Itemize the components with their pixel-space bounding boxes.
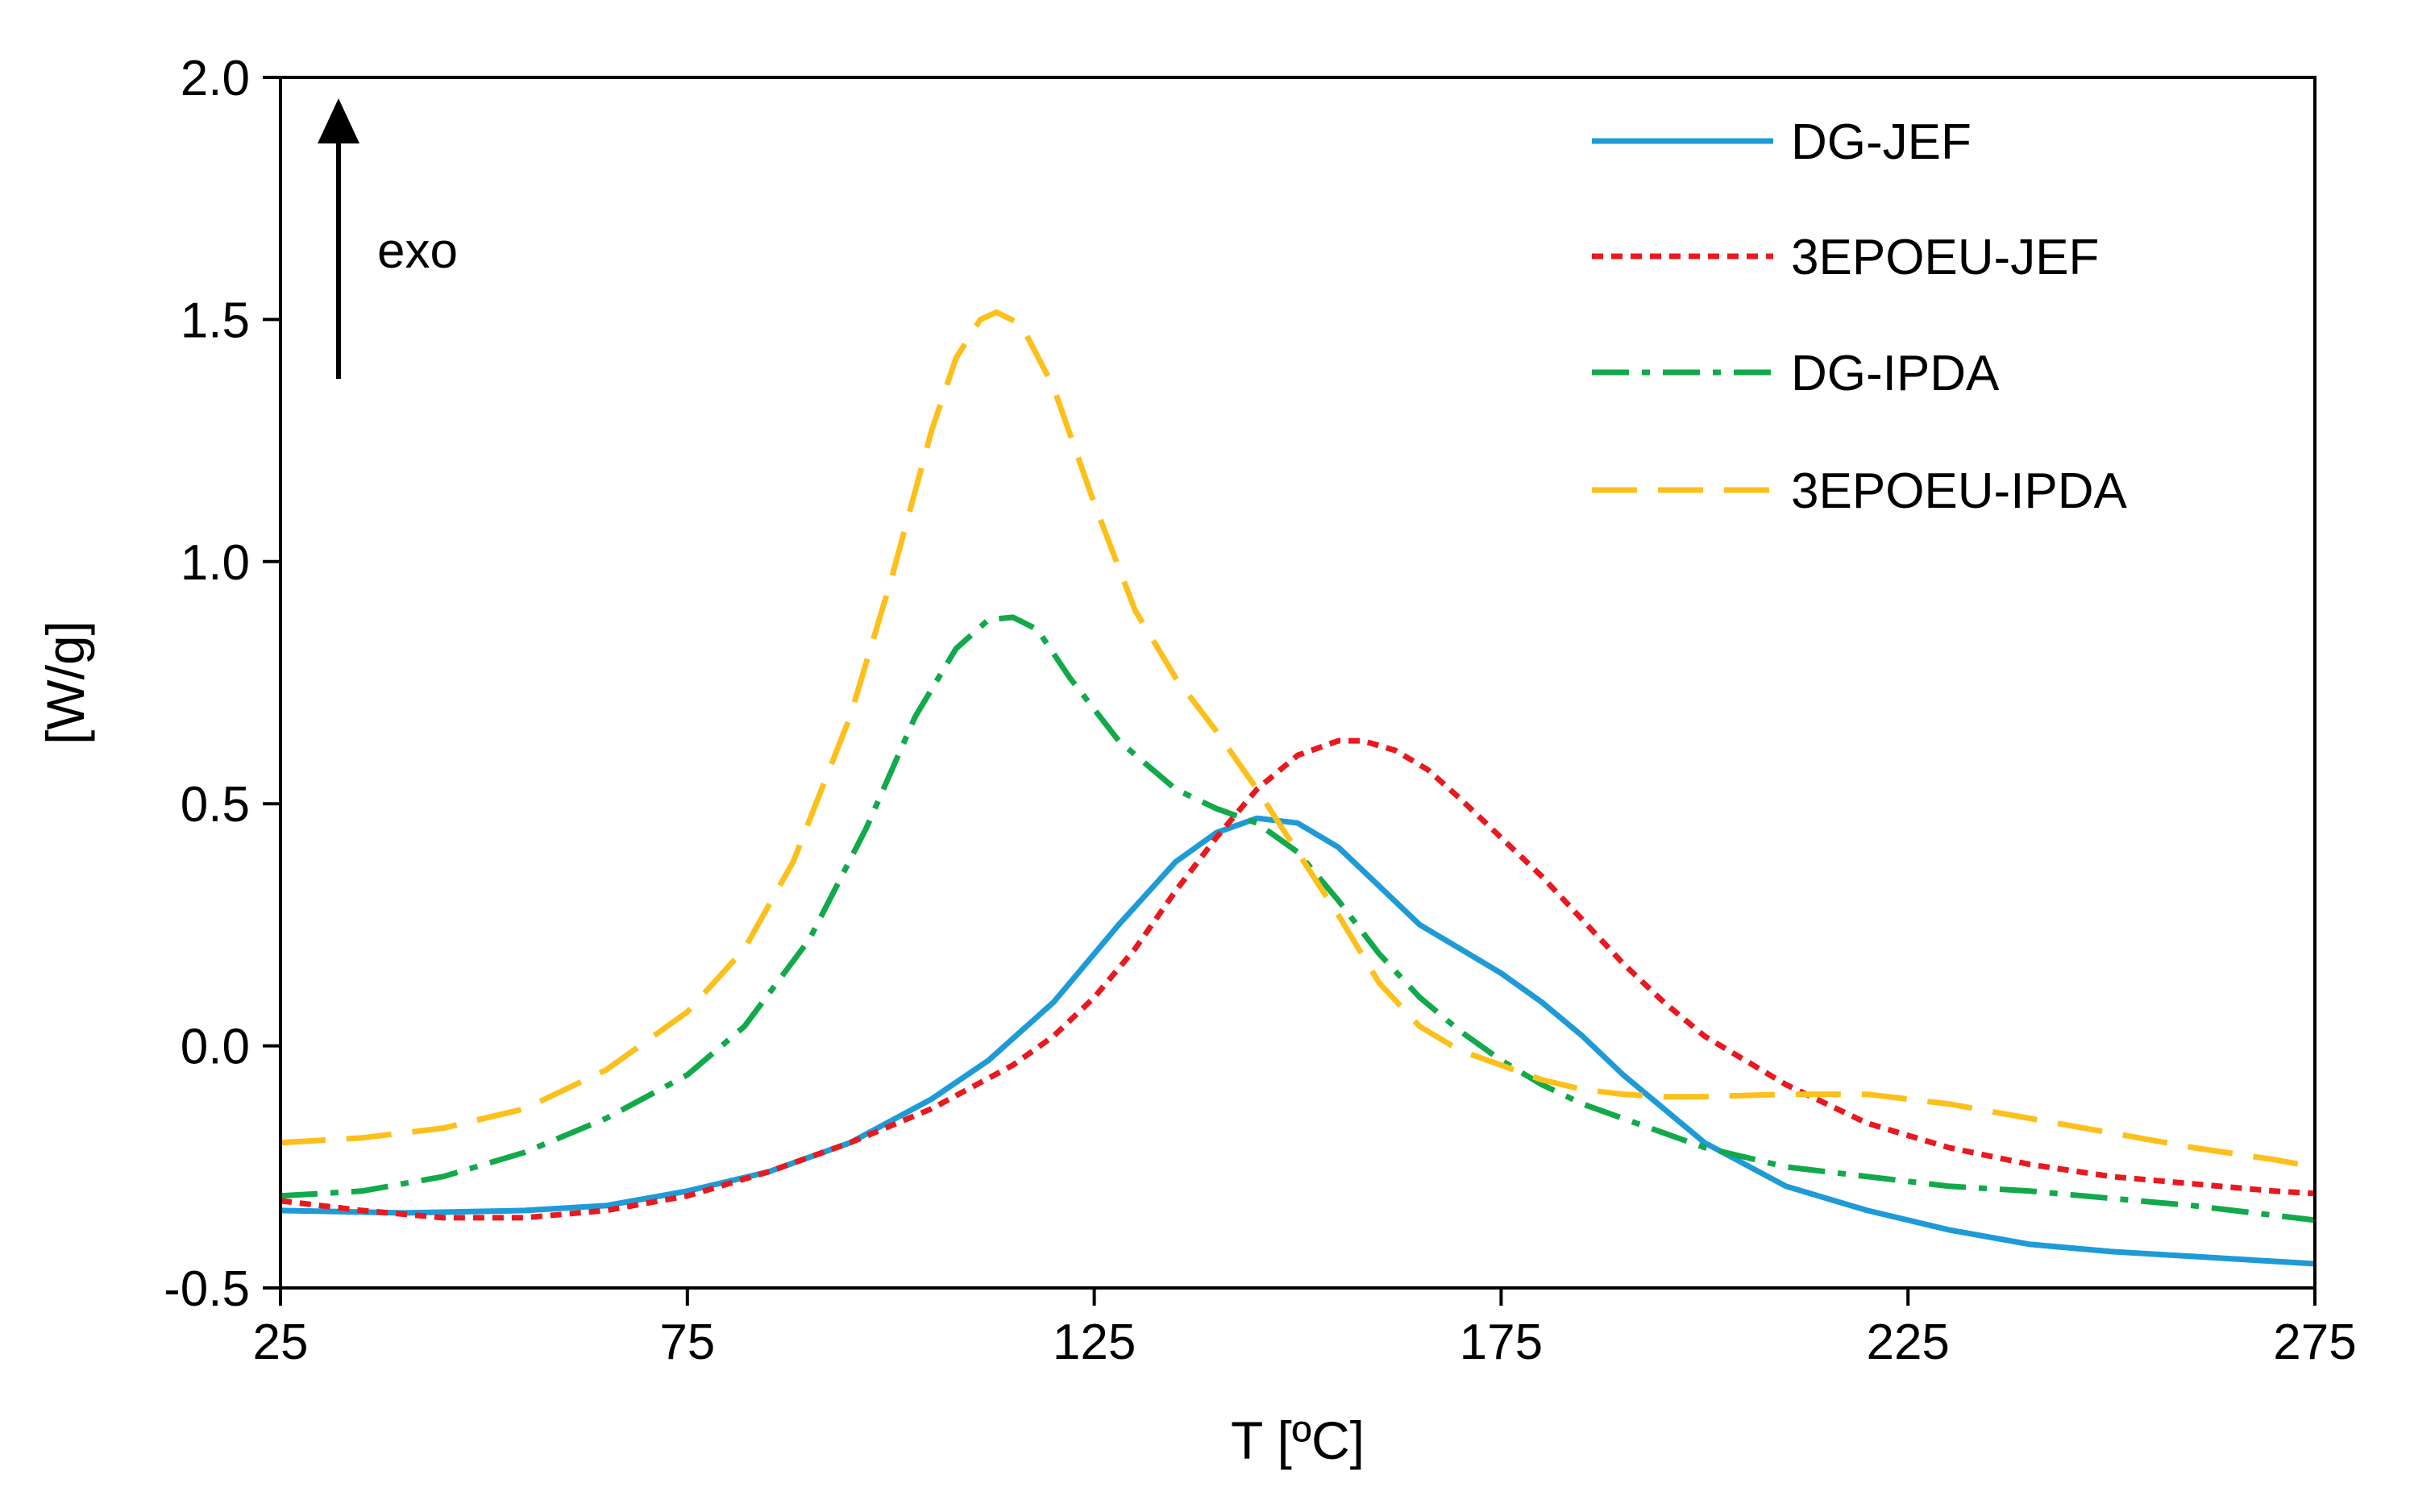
series-line-1 [280,737,2316,1221]
x-tick-label-1: 75 [659,1315,715,1370]
y-tick-label-2: 0.5 [181,777,250,833]
legend-label-3: 3EPOEU-IPDA [1791,463,2128,519]
legend-label-1: 3EPOEU-JEF [1791,230,2099,285]
exo-label: exo [377,223,458,279]
y-axis-ticks: -0.5 0.0 0.5 1.0 1.5 2.0 [164,51,280,1317]
x-axis-ticks: 25 75 125 175 225 275 [253,1288,2357,1370]
y-axis-label: [W/g] [35,621,95,745]
y-tick-label-4: 1.5 [181,293,250,348]
x-tick-label-5: 275 [2273,1315,2356,1370]
y-tick-label-0: -0.5 [164,1261,250,1317]
plot-area-frame [279,76,2317,1290]
series-line-2 [280,614,2316,1223]
x-tick-label-0: 25 [253,1315,309,1370]
x-tick-label-3: 175 [1460,1315,1543,1370]
legend: DG-JEF 3EPOEU-JEF DG-IPDA 3EPOEU-IPDA [1592,114,2128,519]
x-tick-label-4: 225 [1866,1315,1949,1370]
x-axis-label: T [ºC] [1231,1410,1365,1470]
exo-annotation: exo [318,98,458,379]
y-tick-label-3: 1.0 [181,535,250,591]
legend-label-0: DG-JEF [1791,114,1972,170]
series-group [280,309,2316,1267]
exo-arrowhead-icon [318,98,359,143]
y-tick-label-5: 2.0 [181,51,250,106]
legend-label-2: DG-IPDA [1791,346,2000,401]
series-line-3 [280,309,2316,1170]
x-tick-label-2: 125 [1053,1315,1136,1370]
y-tick-label-1: 0.0 [181,1020,250,1075]
